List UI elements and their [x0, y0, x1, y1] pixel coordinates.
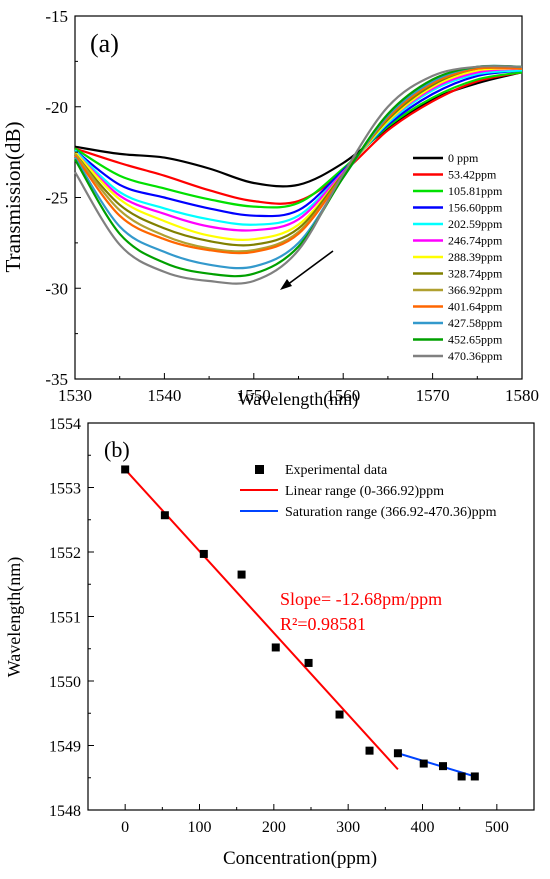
panel-b-axis-ticks: 0 100 200 300 400 500 1548 1549 1550 1551 1552 1553… [49, 416, 535, 836]
panel-a-axis-ticks: 1530 1540 1550 1560 1570 1580 -35 -30 -25 -20 -15 [45, 7, 539, 405]
data-point [271, 643, 280, 652]
transmission-curve-5 [74, 67, 523, 232]
x-tick-label: 1550 [237, 386, 271, 405]
data-point [304, 658, 313, 667]
transmission-curve-6 [74, 67, 523, 241]
y-tick-label: 1551 [49, 610, 81, 627]
y-tick-label: 1549 [49, 739, 81, 756]
data-point [365, 746, 374, 755]
x-tick-label: 1540 [147, 386, 181, 405]
panel-b-wavelength-chart: 0 100 200 300 400 500 1548 1549 1550 1551 1552 1553… [4, 416, 535, 869]
legend-marker-experimental [255, 465, 264, 474]
data-point [470, 772, 479, 781]
y-tick-label: -35 [45, 370, 68, 389]
y-tick-label: 1554 [49, 416, 81, 433]
data-point [439, 762, 448, 771]
legend-label-9: 401.64ppm [448, 300, 503, 314]
x-tick-label: 300 [336, 819, 360, 836]
x-tick-label: 1530 [58, 386, 92, 405]
slope-annotation: Slope= -12.68pm/ppm [280, 589, 442, 609]
legend-label-11: 452.65ppm [448, 333, 503, 347]
data-point [457, 772, 466, 781]
data-point [121, 465, 130, 474]
concentration-trend-arrow [280, 250, 334, 290]
panel-b-ylabel: Wavelength(nm) [4, 557, 25, 678]
panel-a-transmission-chart: 1530 1540 1550 1560 1570 1580-35-30-25-20-15 … [1, 7, 539, 410]
transmission-curve-12 [74, 65, 523, 285]
legend-label-experimental: Experimental data [285, 463, 388, 478]
panel-a-ylabel: Transmission(dB) [1, 122, 25, 273]
panel-b-data-points [121, 465, 479, 781]
y-tick-label: -20 [45, 98, 68, 117]
legend-label-3: 156.60ppm [448, 201, 503, 215]
data-point [237, 570, 246, 579]
legend-label-5: 246.74ppm [448, 234, 503, 248]
x-tick-label: 1580 [505, 386, 539, 405]
transmission-curve-7 [74, 66, 523, 247]
linear-fit-line [124, 468, 399, 771]
transmission-curve-3 [74, 69, 523, 218]
legend-label-0: 0 ppm [448, 151, 479, 165]
panel-a-xlabel: Wavelength(nm) [238, 389, 359, 410]
y-tick-label: 1550 [49, 674, 81, 691]
y-tick-label: 1553 [49, 481, 81, 498]
x-tick-label: 200 [262, 819, 286, 836]
data-point [419, 759, 428, 768]
y-tick-label: 1552 [49, 545, 81, 562]
transmission-curve-1 [74, 71, 523, 205]
panel-a-label: (a) [90, 29, 119, 58]
transmission-curve-11 [74, 64, 523, 278]
x-tick-label: 1560 [326, 386, 360, 405]
x-tick-label: 400 [411, 819, 435, 836]
legend-label-1: 53.42ppm [448, 168, 497, 182]
x-tick-label: 0 [121, 819, 129, 836]
legend-label-saturation: Saturation range (366.92-470.36)ppm [285, 505, 497, 520]
x-tick-label: 1570 [416, 386, 450, 405]
data-point [335, 710, 344, 719]
panel-b-label: (b) [104, 437, 130, 462]
y-tick-label: -30 [45, 279, 68, 298]
legend-label-4: 202.59ppm [448, 217, 503, 231]
legend-label-linear: Linear range (0-366.92)ppm [285, 484, 444, 499]
r-squared-annotation: R²=0.98581 [280, 614, 366, 634]
panel-a-curves [74, 64, 523, 285]
legend-label-7: 328.74ppm [448, 267, 503, 281]
transmission-curve-2 [74, 71, 523, 209]
data-point [160, 511, 169, 520]
legend-label-6: 288.39ppm [448, 250, 503, 264]
data-point [393, 749, 402, 758]
transmission-curve-9 [74, 66, 523, 255]
y-tick-label: -25 [45, 189, 68, 208]
y-tick-label: 1548 [49, 803, 81, 820]
transmission-curve-10 [74, 64, 523, 270]
x-tick-label: 100 [188, 819, 212, 836]
y-tick-label: -15 [45, 7, 68, 26]
transmission-curve-4 [74, 69, 523, 226]
legend-label-10: 427.58ppm [448, 316, 503, 330]
data-point [199, 549, 208, 558]
x-tick-label: 500 [485, 819, 509, 836]
legend-label-8: 366.92ppm [448, 283, 503, 297]
legend-label-12: 470.36ppm [448, 349, 503, 363]
legend-label-2: 105.81ppm [448, 184, 503, 198]
panel-a-legend: 0 ppm 53.42ppm 105.81ppm 156.60ppm 202.59ppm… [413, 151, 503, 363]
panel-b-legend: Experimental data Linear range (0-366.92)… [240, 463, 497, 520]
panel-b-xlabel: Concentration(ppm) [223, 848, 377, 869]
